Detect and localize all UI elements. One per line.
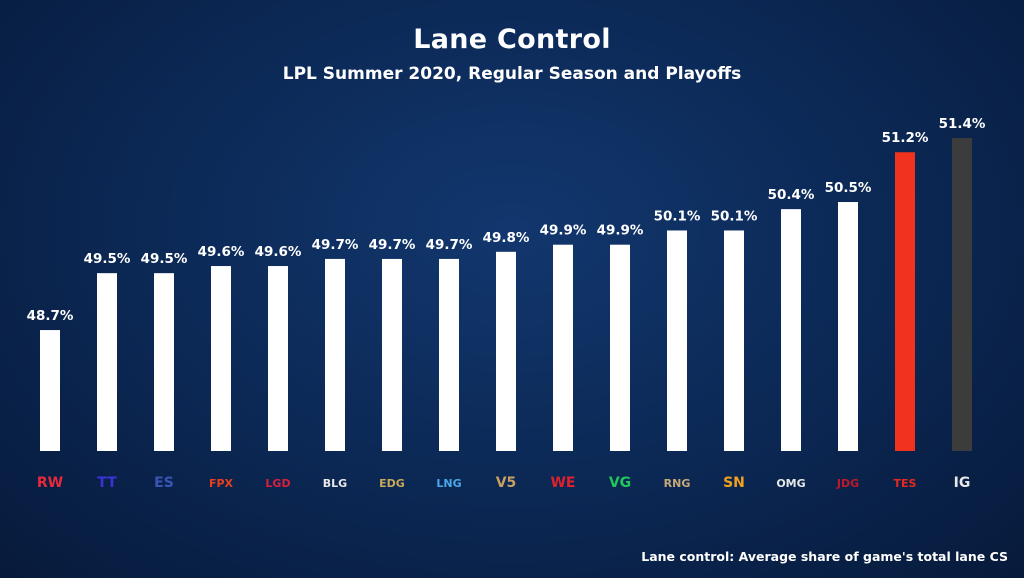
data-label-ig: 51.4% [939, 116, 986, 132]
data-label-jdg: 50.5% [825, 180, 872, 196]
team-logo-sn-icon: SN [723, 475, 745, 491]
bar-lng [439, 258, 459, 451]
team-logo-we-icon: WE [550, 475, 575, 491]
team-logo-lgd-icon: LGD [265, 477, 290, 490]
data-label-sn: 50.1% [711, 208, 758, 224]
bar-omg [781, 209, 801, 451]
team-logo-fpx-icon: FPX [209, 477, 234, 490]
bar-es [154, 273, 174, 451]
team-logo-edg-icon: EDG [379, 477, 405, 490]
team-logo-rw-icon: RW [37, 475, 63, 491]
bar-v5 [496, 251, 516, 451]
data-label-lgd: 49.6% [255, 244, 302, 260]
chart-title: Lane Control [413, 24, 611, 55]
data-label-lng: 49.7% [426, 237, 473, 253]
team-logo-vg-icon: VG [609, 475, 631, 491]
bar-fpx [211, 266, 231, 451]
team-logo-tes-icon: TES [894, 477, 917, 490]
data-label-v5: 49.8% [483, 230, 530, 246]
data-label-rw: 48.7% [27, 308, 74, 324]
bar-rng [667, 230, 687, 451]
data-label-tt: 49.5% [84, 251, 131, 267]
bar-blg [325, 258, 345, 451]
team-logo-es-icon: ES [154, 475, 174, 491]
bar-edg [382, 258, 402, 451]
team-logo-rng-icon: RNG [664, 477, 691, 490]
chart-footnote: Lane control: Average share of game's to… [641, 549, 1008, 564]
team-logo-ig-icon: IG [954, 475, 971, 491]
team-logo-blg-icon: BLG [323, 477, 347, 490]
bar-ig [952, 138, 972, 451]
data-label-fpx: 49.6% [198, 244, 245, 260]
bar-lgd [268, 266, 288, 451]
bar-tt [97, 273, 117, 451]
bar-vg [610, 244, 630, 451]
data-label-vg: 49.9% [597, 223, 644, 239]
bar-tes [895, 152, 915, 451]
team-logo-tt-icon: TT [97, 475, 117, 491]
bar-we [553, 244, 573, 451]
bar-jdg [838, 202, 858, 451]
team-logo-omg-icon: OMG [776, 477, 805, 490]
team-logo-v5-icon: V5 [496, 475, 517, 491]
team-logo-jdg-icon: JDG [836, 477, 859, 490]
data-label-edg: 49.7% [369, 237, 416, 253]
data-label-rng: 50.1% [654, 208, 701, 224]
data-label-we: 49.9% [540, 223, 587, 239]
data-label-es: 49.5% [141, 251, 188, 267]
bar-sn [724, 230, 744, 451]
data-label-omg: 50.4% [768, 187, 815, 203]
data-label-tes: 51.2% [882, 130, 929, 146]
data-label-blg: 49.7% [312, 237, 359, 253]
bar-rw [40, 330, 60, 451]
team-logo-lng-icon: LNG [436, 477, 461, 490]
chart-subtitle: LPL Summer 2020, Regular Season and Play… [282, 64, 742, 84]
